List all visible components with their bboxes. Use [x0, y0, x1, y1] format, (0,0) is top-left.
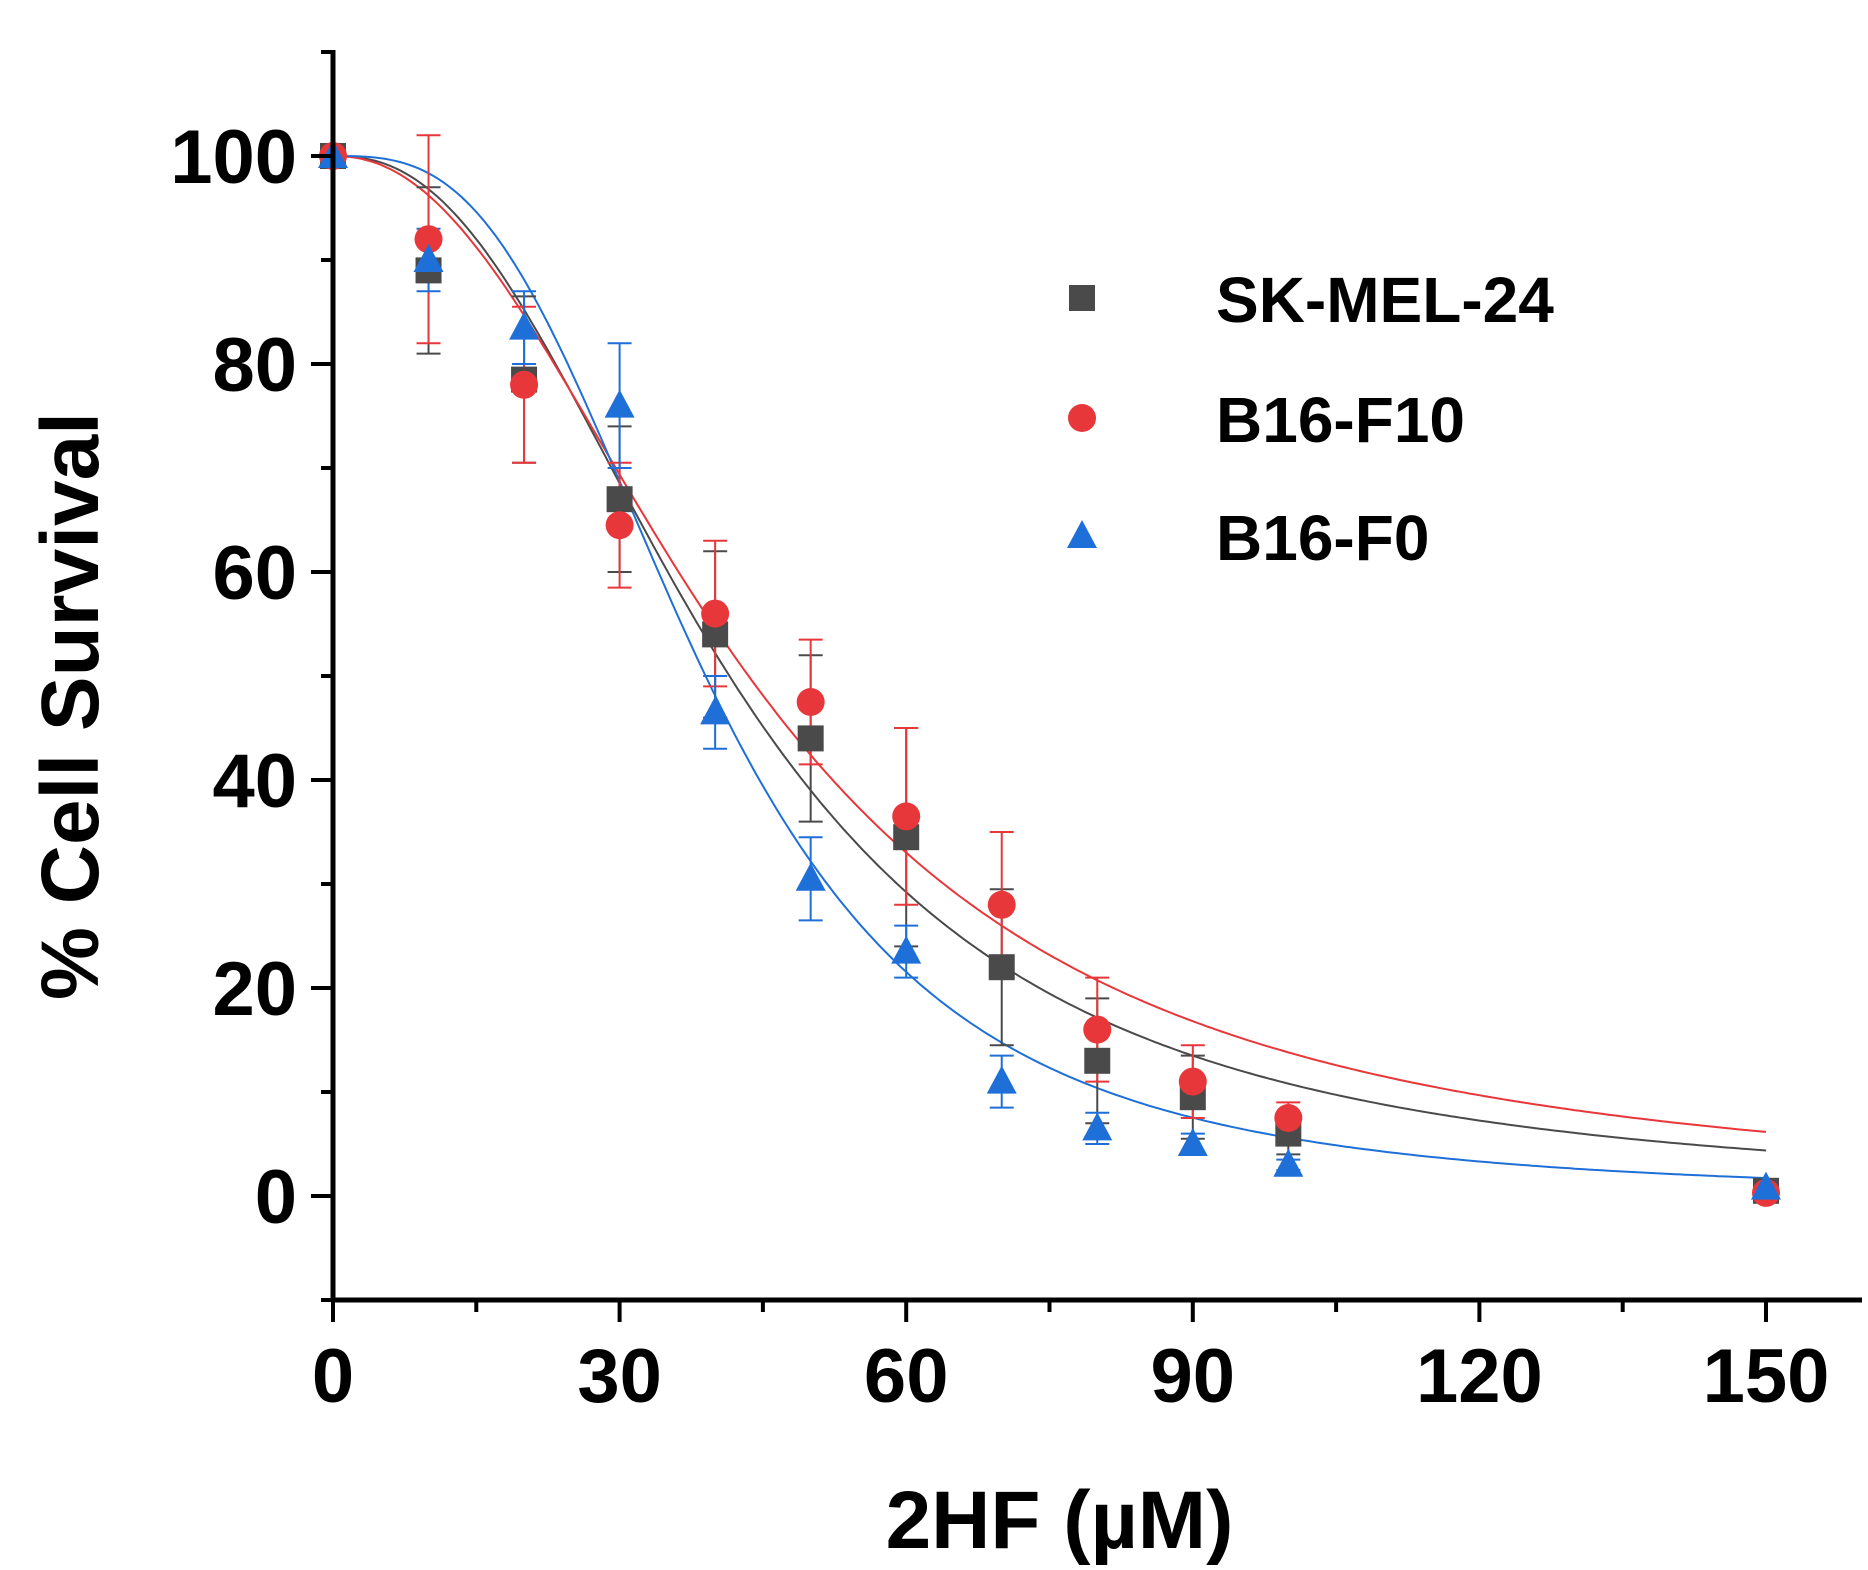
legend-label-b16-f10: B16-F10	[1216, 384, 1465, 456]
marker-b16-f10	[892, 802, 921, 831]
marker-b16-f0	[509, 311, 540, 340]
marker-sk-mel-24	[797, 725, 824, 752]
axes	[311, 50, 1862, 1322]
marker-sk-mel-24	[606, 486, 633, 513]
x-axis-title: 2HF (µM)	[886, 1475, 1234, 1566]
marker-sk-mel-24	[988, 954, 1015, 981]
y-tick-label: 40	[212, 739, 297, 824]
legend-marker-b16-f0	[1067, 520, 1097, 548]
marker-b16-f0	[1177, 1128, 1208, 1156]
legend-marker-b16-f10	[1068, 404, 1096, 432]
legend-label-sk-mel-24: SK-MEL-24	[1216, 264, 1554, 336]
x-tick-label: 0	[312, 1334, 354, 1419]
marker-b16-f10	[510, 370, 539, 399]
marker-b16-f10	[1083, 1015, 1112, 1044]
marker-b16-f0	[700, 696, 731, 725]
fit-curve-b16-f0	[333, 155, 1767, 1179]
marker-b16-f0	[986, 1065, 1017, 1094]
y-tick-label: 20	[212, 947, 297, 1032]
marker-b16-f0	[891, 935, 922, 964]
error-bars	[416, 134, 1301, 1171]
marker-b16-f10	[1178, 1067, 1207, 1096]
legend: SK-MEL-24 B16-F10 B16-F0	[1067, 264, 1554, 574]
marker-b16-f0	[1082, 1112, 1113, 1141]
x-tick-label: 150	[1703, 1334, 1830, 1419]
fit-curve-b16-f10	[332, 155, 1767, 1133]
legend-label-b16-f0: B16-F0	[1216, 502, 1429, 574]
marker-b16-f0	[795, 862, 826, 891]
marker-b16-f0	[1273, 1148, 1304, 1177]
x-tick-label: 120	[1416, 1334, 1543, 1419]
marker-b16-f10	[1274, 1104, 1303, 1132]
marker-b16-f10	[701, 599, 730, 628]
tick-labels: 0 20 40 60 80 100 0 30 60 90 120 150	[170, 115, 1829, 1419]
marker-b16-f10	[796, 688, 825, 716]
data-markers	[318, 140, 1781, 1207]
marker-b16-f10	[987, 890, 1016, 919]
marker-b16-f0	[604, 389, 635, 418]
y-axis-title: % Cell Survival	[25, 412, 116, 1000]
y-tick-label: 100	[170, 115, 297, 200]
fit-curves	[332, 155, 1767, 1179]
y-tick-label: 80	[212, 323, 297, 408]
marker-b16-f10	[414, 225, 443, 254]
marker-b16-f0	[1751, 1171, 1781, 1200]
marker-sk-mel-24	[1084, 1047, 1111, 1074]
x-tick-label: 30	[577, 1334, 662, 1419]
marker-b16-f10	[605, 511, 634, 540]
y-tick-label: 0	[255, 1155, 297, 1240]
x-tick-label: 60	[864, 1334, 949, 1419]
marker-b16-f0	[413, 244, 444, 272]
y-tick-label: 60	[212, 531, 297, 616]
x-tick-label: 90	[1151, 1334, 1236, 1419]
legend-marker-sk-mel-24	[1069, 285, 1095, 311]
